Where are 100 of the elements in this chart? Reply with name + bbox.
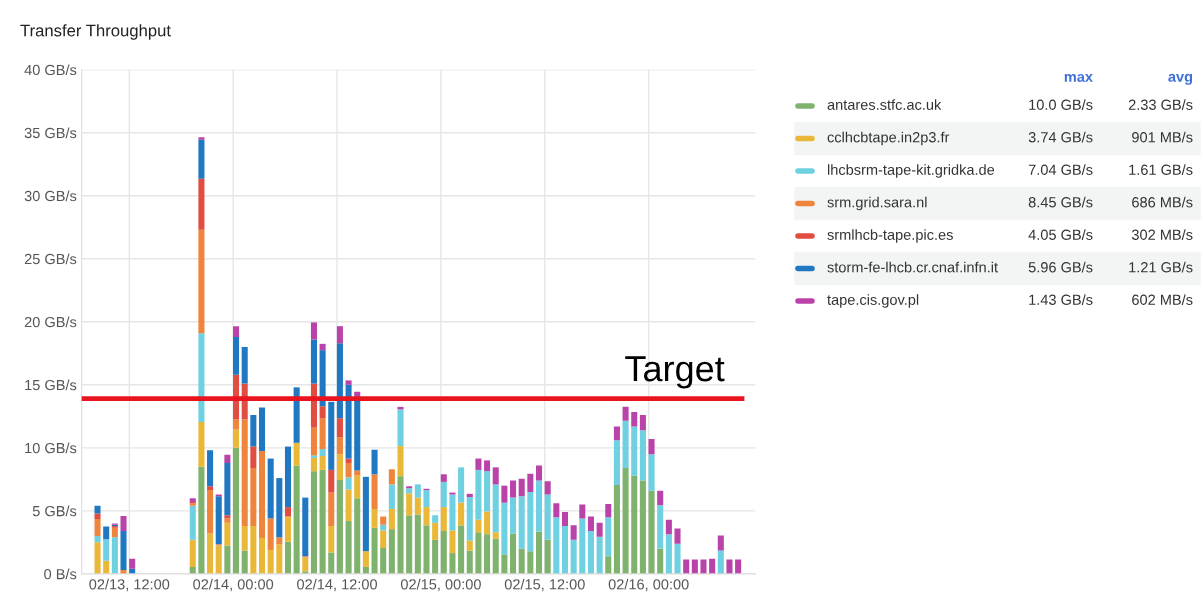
bar bbox=[224, 545, 231, 574]
bar bbox=[432, 515, 439, 523]
bar bbox=[267, 518, 274, 550]
bar bbox=[484, 471, 491, 512]
bar bbox=[345, 462, 352, 478]
text: max bbox=[1064, 73, 1093, 82]
bar bbox=[613, 426, 620, 441]
bar bbox=[579, 518, 586, 574]
bar bbox=[276, 544, 283, 574]
bar bbox=[544, 481, 551, 495]
bar bbox=[328, 492, 335, 526]
bar bbox=[284, 507, 292, 517]
bar bbox=[518, 548, 525, 574]
chart-title: Transfer Throughput bbox=[20, 24, 171, 40]
bar bbox=[397, 476, 404, 574]
bar bbox=[535, 480, 543, 532]
bar bbox=[328, 525, 335, 553]
bar bbox=[414, 497, 421, 515]
y-tick-label: 15 GB/s bbox=[25, 379, 77, 391]
bar bbox=[527, 491, 534, 552]
bar bbox=[224, 462, 231, 516]
text: 7.04 GB/s bbox=[1028, 164, 1093, 175]
bar bbox=[233, 326, 240, 337]
bar bbox=[570, 525, 577, 540]
y-tick-label: 25 GB/s bbox=[24, 253, 77, 265]
bar bbox=[674, 528, 681, 544]
bar bbox=[293, 387, 300, 443]
bar bbox=[354, 470, 361, 476]
bar bbox=[345, 384, 352, 459]
legend-label: lhcbsrm-tape-kit.gridka.de bbox=[827, 164, 995, 178]
bar bbox=[345, 477, 352, 490]
bar bbox=[198, 139, 205, 179]
text: avg bbox=[1168, 73, 1193, 85]
bar bbox=[605, 517, 612, 557]
bar bbox=[189, 505, 196, 540]
x-tick-label: 02/16, 00:00 bbox=[608, 578, 689, 592]
bar bbox=[258, 537, 266, 574]
bar bbox=[362, 476, 369, 552]
bar bbox=[310, 322, 317, 340]
bar bbox=[458, 467, 465, 503]
bar bbox=[198, 421, 205, 467]
bar bbox=[466, 550, 473, 574]
bar bbox=[432, 522, 439, 540]
bar bbox=[354, 498, 361, 574]
bar bbox=[215, 496, 222, 545]
bar bbox=[475, 532, 482, 574]
bar bbox=[657, 548, 664, 574]
bar bbox=[639, 430, 646, 481]
bar bbox=[258, 450, 266, 538]
bar bbox=[336, 479, 343, 574]
bar bbox=[535, 465, 543, 481]
bar bbox=[103, 560, 110, 574]
bar bbox=[691, 559, 698, 574]
bar bbox=[518, 478, 525, 497]
y-tick-label: 0 B/s bbox=[44, 568, 77, 580]
bar bbox=[319, 449, 326, 457]
bar bbox=[189, 498, 196, 503]
bar bbox=[449, 494, 456, 531]
legend-label: storm-fe-lhcb.cr.cnaf.infn.it bbox=[827, 261, 998, 273]
bar bbox=[336, 418, 343, 438]
bar bbox=[440, 531, 447, 574]
bar bbox=[631, 411, 638, 427]
bar bbox=[492, 532, 499, 539]
bar bbox=[319, 456, 326, 470]
bar bbox=[458, 502, 465, 526]
bar bbox=[648, 454, 655, 491]
text: 602 MB/s bbox=[1132, 294, 1193, 305]
bar bbox=[336, 343, 343, 419]
bar bbox=[484, 460, 491, 472]
bar bbox=[665, 534, 672, 574]
bar bbox=[631, 426, 638, 476]
bar bbox=[639, 480, 646, 574]
text: 5.96 GB/s bbox=[1028, 261, 1093, 273]
bar bbox=[111, 537, 118, 574]
bar bbox=[475, 519, 482, 533]
bar bbox=[501, 554, 508, 574]
bar bbox=[241, 419, 248, 526]
y-tick-label: 5 GB/s bbox=[32, 505, 77, 517]
bar bbox=[596, 536, 603, 574]
bar bbox=[345, 489, 352, 521]
bar bbox=[492, 467, 499, 485]
bar bbox=[440, 507, 447, 532]
bar bbox=[735, 559, 742, 574]
bar bbox=[639, 415, 646, 431]
bar bbox=[310, 455, 317, 458]
bar bbox=[518, 496, 525, 549]
bar bbox=[440, 474, 447, 482]
bar bbox=[120, 515, 127, 532]
bar bbox=[527, 551, 534, 574]
text: 1.61 GB/s bbox=[1129, 164, 1193, 175]
x-tick-label: 02/15, 12:00 bbox=[504, 578, 585, 592]
bar bbox=[423, 490, 430, 508]
text: 2.33 GB/s bbox=[1128, 99, 1193, 110]
bar bbox=[388, 469, 395, 485]
bar bbox=[328, 401, 335, 470]
bar bbox=[596, 522, 603, 537]
bar bbox=[94, 513, 101, 520]
x-tick-label: 02/14, 00:00 bbox=[193, 578, 274, 592]
bar bbox=[319, 343, 326, 351]
bar bbox=[648, 439, 655, 455]
